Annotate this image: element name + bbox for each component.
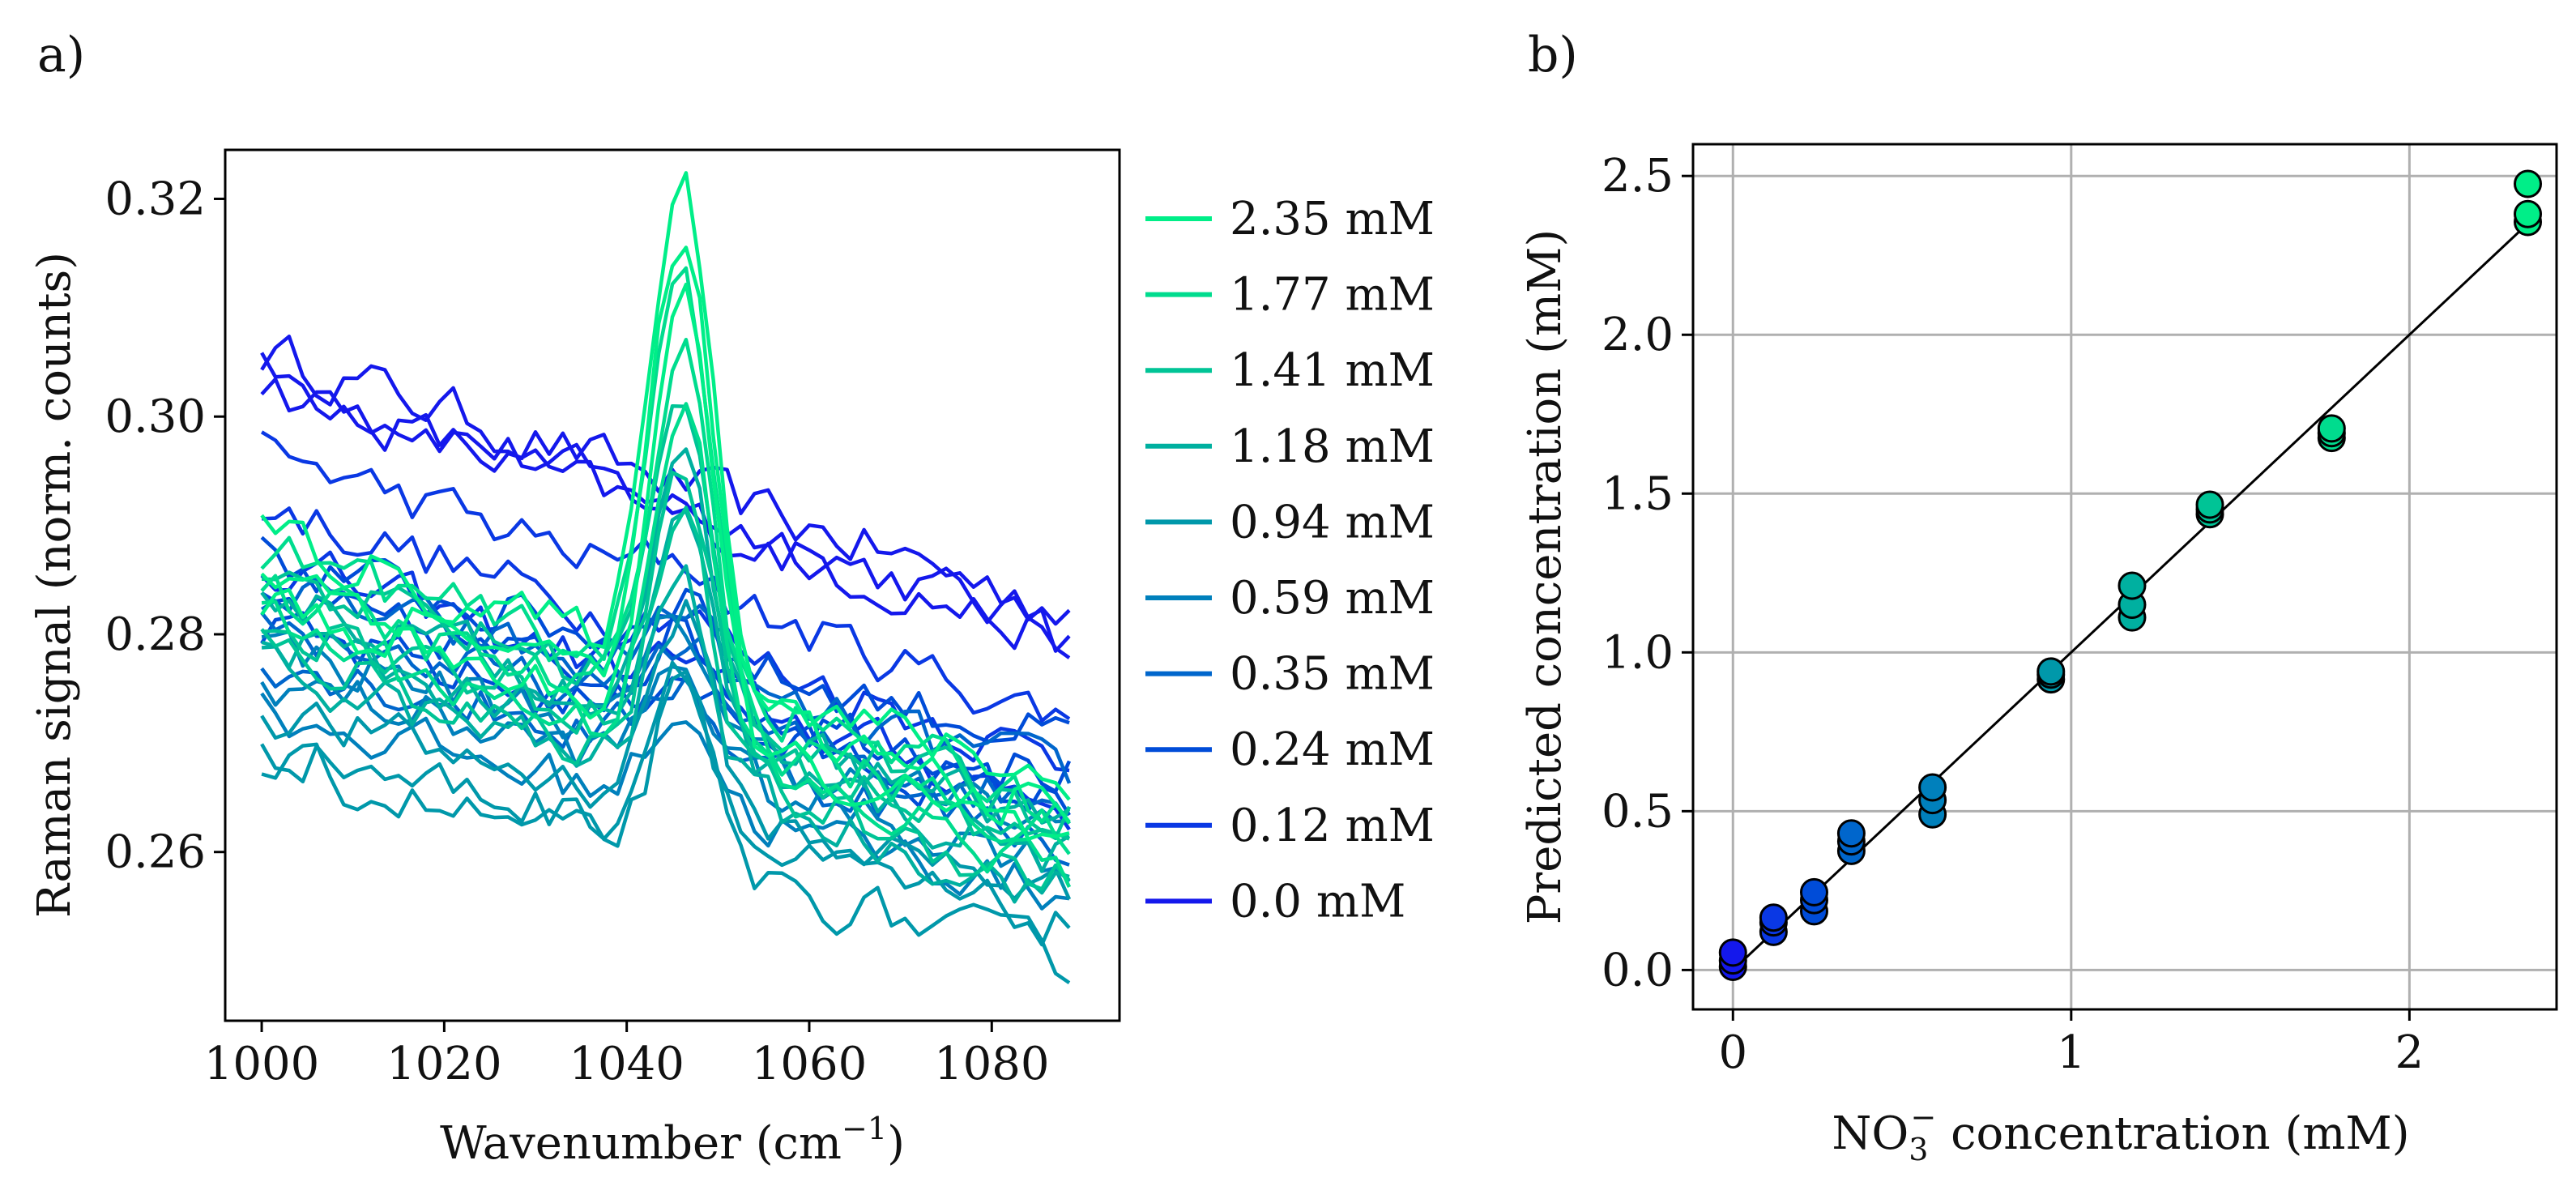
- x-tick-label: 1020: [386, 1038, 502, 1090]
- y-tick-label: 0.32: [104, 173, 206, 225]
- panel-b-label: b): [1528, 27, 1578, 83]
- scatter-point: [1918, 773, 1947, 802]
- panel-b-y-label: Predicted concentration (mM): [1519, 229, 1572, 925]
- scatter-point: [1718, 938, 1747, 967]
- spectrum-line: [260, 664, 1071, 883]
- x-tick-label: 1060: [752, 1038, 868, 1090]
- legend-label: 0.35 mM: [1230, 648, 1435, 701]
- panel-b-grid: [1693, 144, 2557, 1009]
- spectra-lines: [260, 171, 1072, 985]
- legend-label: 0.12 mM: [1230, 800, 1435, 852]
- panel-a-y-ticks: 0.26 0.28 0.30 0.32: [104, 173, 225, 879]
- x-tick-label: 1080: [934, 1038, 1050, 1090]
- spectrum-line: [260, 337, 1071, 855]
- spectrum-line: [260, 266, 1071, 825]
- legend-label: 2.35 mM: [1230, 193, 1435, 245]
- scatter-points: [1718, 169, 2543, 981]
- scatter-point: [1836, 819, 1866, 848]
- legend-label: 1.18 mM: [1230, 420, 1435, 473]
- panel-b: b) 0 1 2 0.0 0.5 1.0 1.5 2.0 2.5 NO3− concentra…: [1519, 27, 2558, 1167]
- y-tick-label: 1.5: [1601, 467, 1674, 520]
- spectrum-line: [260, 599, 1072, 901]
- panel-a-label: a): [37, 27, 85, 83]
- legend-label: 0.0 mM: [1230, 875, 1405, 928]
- x-tick-label: 1: [2057, 1026, 2086, 1079]
- y-tick-label: 0.28: [104, 608, 206, 661]
- x-tick-label: 0: [1718, 1026, 1747, 1079]
- spectrum-line: [261, 506, 1070, 773]
- scatter-point: [2036, 657, 2066, 686]
- spectrum-line: [260, 282, 1070, 842]
- scatter-point: [2317, 414, 2346, 443]
- panel-b-y-ticks: 0.0 0.5 1.0 1.5 2.0 2.5: [1601, 150, 1693, 996]
- spectrum-line: [260, 660, 1071, 947]
- panel-a-x-ticks: 1000 1020 1040 1060 1080: [204, 1021, 1050, 1090]
- spectrum-line: [260, 171, 1071, 801]
- panel-a-x-label: Wavenumber (cm−1): [440, 1111, 905, 1170]
- y-tick-label: 0.30: [104, 390, 206, 443]
- spectrum-line: [261, 669, 1071, 985]
- spectrum-line: [260, 335, 1071, 626]
- y-tick-label: 0.0: [1601, 944, 1674, 996]
- scatter-point: [2195, 490, 2224, 519]
- y-tick-label: 0.26: [104, 826, 206, 879]
- y-tick-label: 0.5: [1601, 785, 1674, 838]
- panel-a-y-label: Raman signal (norm. counts): [28, 252, 81, 918]
- scatter-point: [1759, 903, 1788, 932]
- y-tick-label: 2.0: [1601, 309, 1674, 361]
- legend-label: 1.41 mM: [1230, 344, 1435, 397]
- spectrum-line: [261, 402, 1072, 888]
- legend: 2.35 mM 1.77 mM 1.41 mM 1.18 mM 0.94 mM 0.59 …: [1145, 193, 1435, 928]
- scatter-point: [2118, 571, 2147, 600]
- spectrum-line: [261, 564, 1070, 904]
- x-tick-label: 1000: [204, 1038, 320, 1090]
- panel-b-x-ticks: 0 1 2: [1718, 1009, 2424, 1079]
- legend-label: 0.24 mM: [1230, 723, 1435, 776]
- y-tick-label: 1.0: [1601, 626, 1674, 679]
- legend-label: 0.94 mM: [1230, 496, 1435, 548]
- y-tick-label: 2.5: [1601, 150, 1674, 203]
- scatter-point: [2514, 169, 2543, 198]
- panel-b-frame: [1691, 143, 2558, 1011]
- x-tick-label: 1040: [569, 1038, 685, 1090]
- scatter-point: [1799, 877, 1828, 907]
- legend-label: 0.59 mM: [1230, 572, 1435, 625]
- x-tick-label: 2: [2395, 1026, 2425, 1079]
- panel-a-frame: [224, 148, 1121, 1022]
- panel-a: a) 1000 1020 1040 1060 1080 0.26 0.28 0.30 0.32…: [28, 27, 1435, 1170]
- panel-b-x-label: NO3− concentration (mM): [1832, 1099, 2409, 1167]
- spectrum-line: [260, 591, 1072, 794]
- legend-label: 1.77 mM: [1230, 269, 1435, 322]
- scatter-point: [2514, 199, 2543, 228]
